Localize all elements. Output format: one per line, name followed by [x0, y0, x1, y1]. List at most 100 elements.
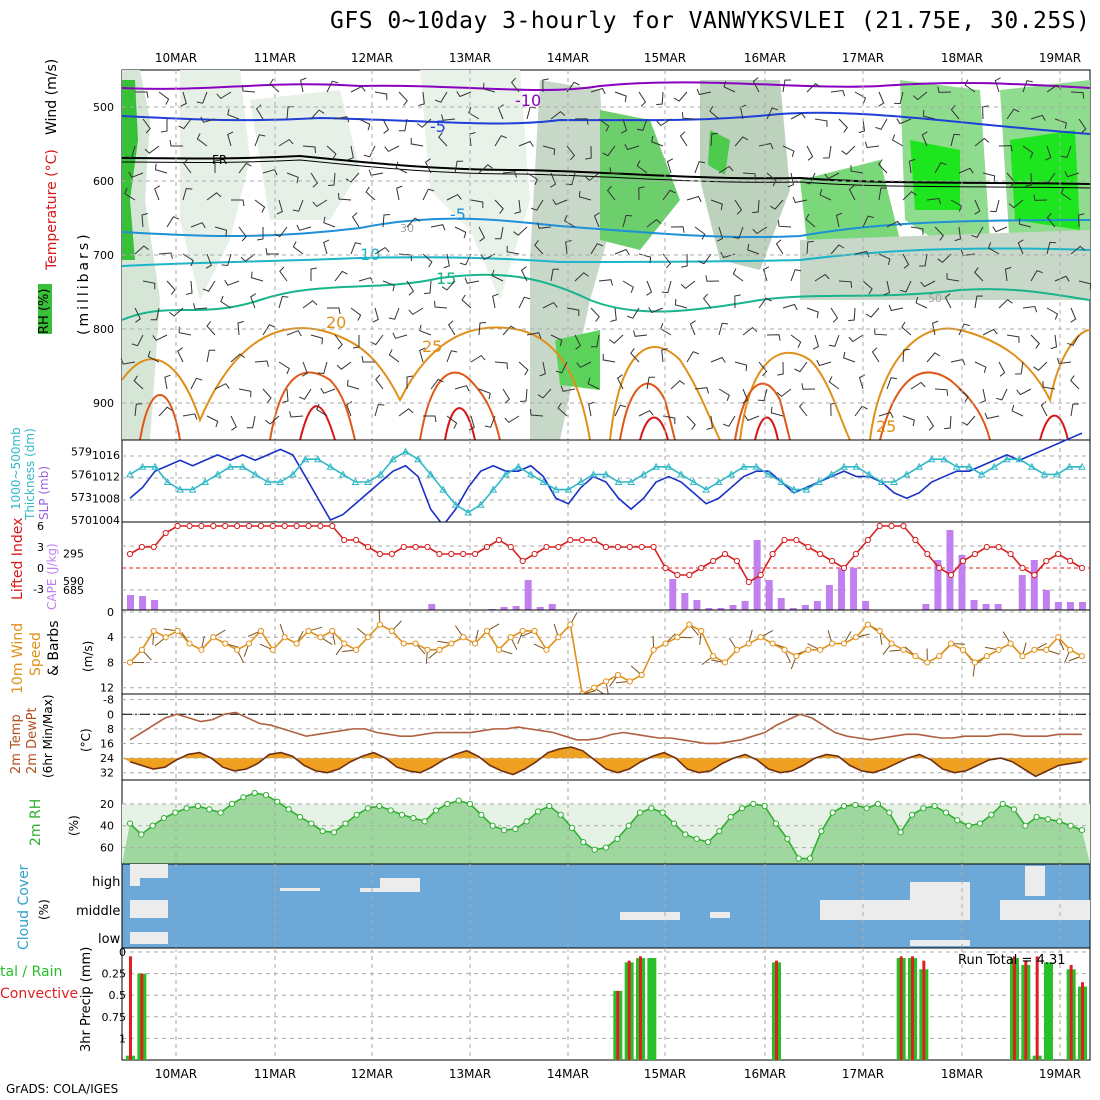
cape-bar: [1042, 590, 1050, 610]
rh-title: RH (%): [37, 289, 52, 334]
wind-barb: [752, 199, 760, 214]
wind-barb: [674, 298, 688, 309]
wind-barb: [346, 401, 353, 417]
rh2m-line-point: [920, 805, 927, 812]
wind-barb: [1070, 307, 1077, 323]
thickness-point: [426, 470, 435, 478]
wind-barb: [454, 226, 467, 239]
date-label: 17MAR: [842, 1067, 884, 1080]
wind-barb: [530, 408, 544, 417]
lifted-index-line-point: [1007, 550, 1014, 558]
wind-barb: [147, 350, 160, 363]
wind-barb: [878, 411, 894, 419]
y-tick-label: 16: [100, 737, 114, 750]
wind-barb: [1046, 241, 1056, 255]
wind10-line-point: [995, 646, 1002, 653]
convective-bar: [140, 973, 144, 1060]
thickness-point: [301, 455, 310, 463]
wind10-line-point: [531, 627, 538, 635]
temp-title-a: 2m Temp: [9, 714, 24, 774]
wind10-line-point: [1078, 653, 1086, 660]
wind10-line-point: [376, 621, 383, 628]
lifted-index-line-point: [519, 557, 526, 565]
wind-barb: [134, 245, 149, 255]
wind-barb: [656, 91, 664, 106]
wind-barb: [539, 361, 546, 377]
cape-bar: [850, 568, 858, 610]
wind-barb: [214, 159, 221, 173]
wind-barb: [1004, 266, 1012, 282]
wind-barb: [447, 320, 456, 336]
wind-barb: [395, 161, 408, 174]
wind-barb: [648, 307, 664, 314]
rh2m-line-point: [999, 800, 1006, 807]
contour-label: -5: [430, 117, 446, 136]
wind-barb: [588, 401, 595, 417]
wind10-line-point: [543, 646, 550, 653]
wind-barb: [230, 353, 245, 363]
wind-barb: [770, 406, 784, 417]
cloud-level-high: high: [92, 875, 120, 890]
wind-barb: [620, 118, 628, 134]
wind-barb: [742, 172, 757, 180]
wind10-line-point: [341, 640, 348, 647]
wind-barb: [798, 401, 808, 417]
wind-barb: [158, 91, 170, 105]
lifted-index-line-point: [745, 578, 752, 586]
wind-barb: [158, 406, 173, 417]
contour-label: 50: [928, 292, 942, 305]
wind-barb: [896, 118, 912, 125]
y-tick-label: 600: [93, 175, 114, 188]
wind-barb: [638, 409, 654, 417]
wind-barb: [566, 307, 580, 317]
temp-unit: (°C): [79, 728, 93, 752]
rh2m-line-point: [206, 806, 213, 813]
lifted-index-line-point: [983, 543, 990, 551]
rh2m-panel: [121, 779, 1091, 865]
temp-title-c: (6hr Min/Max): [41, 695, 55, 779]
wind-barb: [560, 385, 576, 392]
rh2m-line-point: [160, 814, 168, 822]
wind-barb: [984, 412, 1000, 420]
wind-barb: [801, 383, 816, 390]
wind10-title-c: & Barbs: [46, 621, 62, 677]
cape-bar: [777, 598, 785, 610]
wind-barb: [871, 347, 880, 363]
thickness-point: [902, 470, 911, 478]
lifted-index-line-point: [924, 550, 931, 558]
wind-barb: [424, 158, 432, 174]
thickness-point: [940, 455, 949, 463]
wind-barb: [454, 160, 464, 174]
cape-li-panel: [121, 521, 1091, 611]
wind-barb: [502, 171, 517, 178]
cape-bar: [681, 593, 689, 610]
wind-barb: [190, 222, 206, 229]
wind-barb: [694, 226, 706, 240]
thickness-point: [752, 462, 761, 470]
wind-barb: [979, 388, 987, 404]
wind-barb: [242, 84, 256, 93]
wind-barb: [769, 199, 784, 210]
rh2m-line-point: [274, 798, 281, 805]
lifted-index-line-point: [436, 550, 443, 558]
y-tick-label: 60: [100, 842, 114, 855]
thickness-point: [1040, 470, 1049, 478]
wind-barb: [934, 226, 944, 241]
wind-barb: [606, 185, 616, 201]
rh2m-line-point: [364, 805, 372, 812]
wind-barb: [824, 172, 840, 180]
wind-barb: [220, 295, 232, 309]
wind-barb: [926, 415, 935, 431]
wind-barb: [150, 307, 160, 321]
wind-barb: [744, 415, 760, 422]
thickness-point: [263, 477, 272, 485]
wind-barb: [734, 136, 749, 147]
wind-barb: [630, 348, 640, 363]
wind-barb: [398, 91, 408, 106]
wind-barb: [920, 280, 936, 288]
lifted-index-line-point: [424, 543, 431, 551]
date-label: 15MAR: [644, 51, 686, 65]
wind-barb: [878, 159, 888, 174]
wind-barb: [624, 143, 640, 151]
wind10-line-point: [626, 678, 633, 685]
